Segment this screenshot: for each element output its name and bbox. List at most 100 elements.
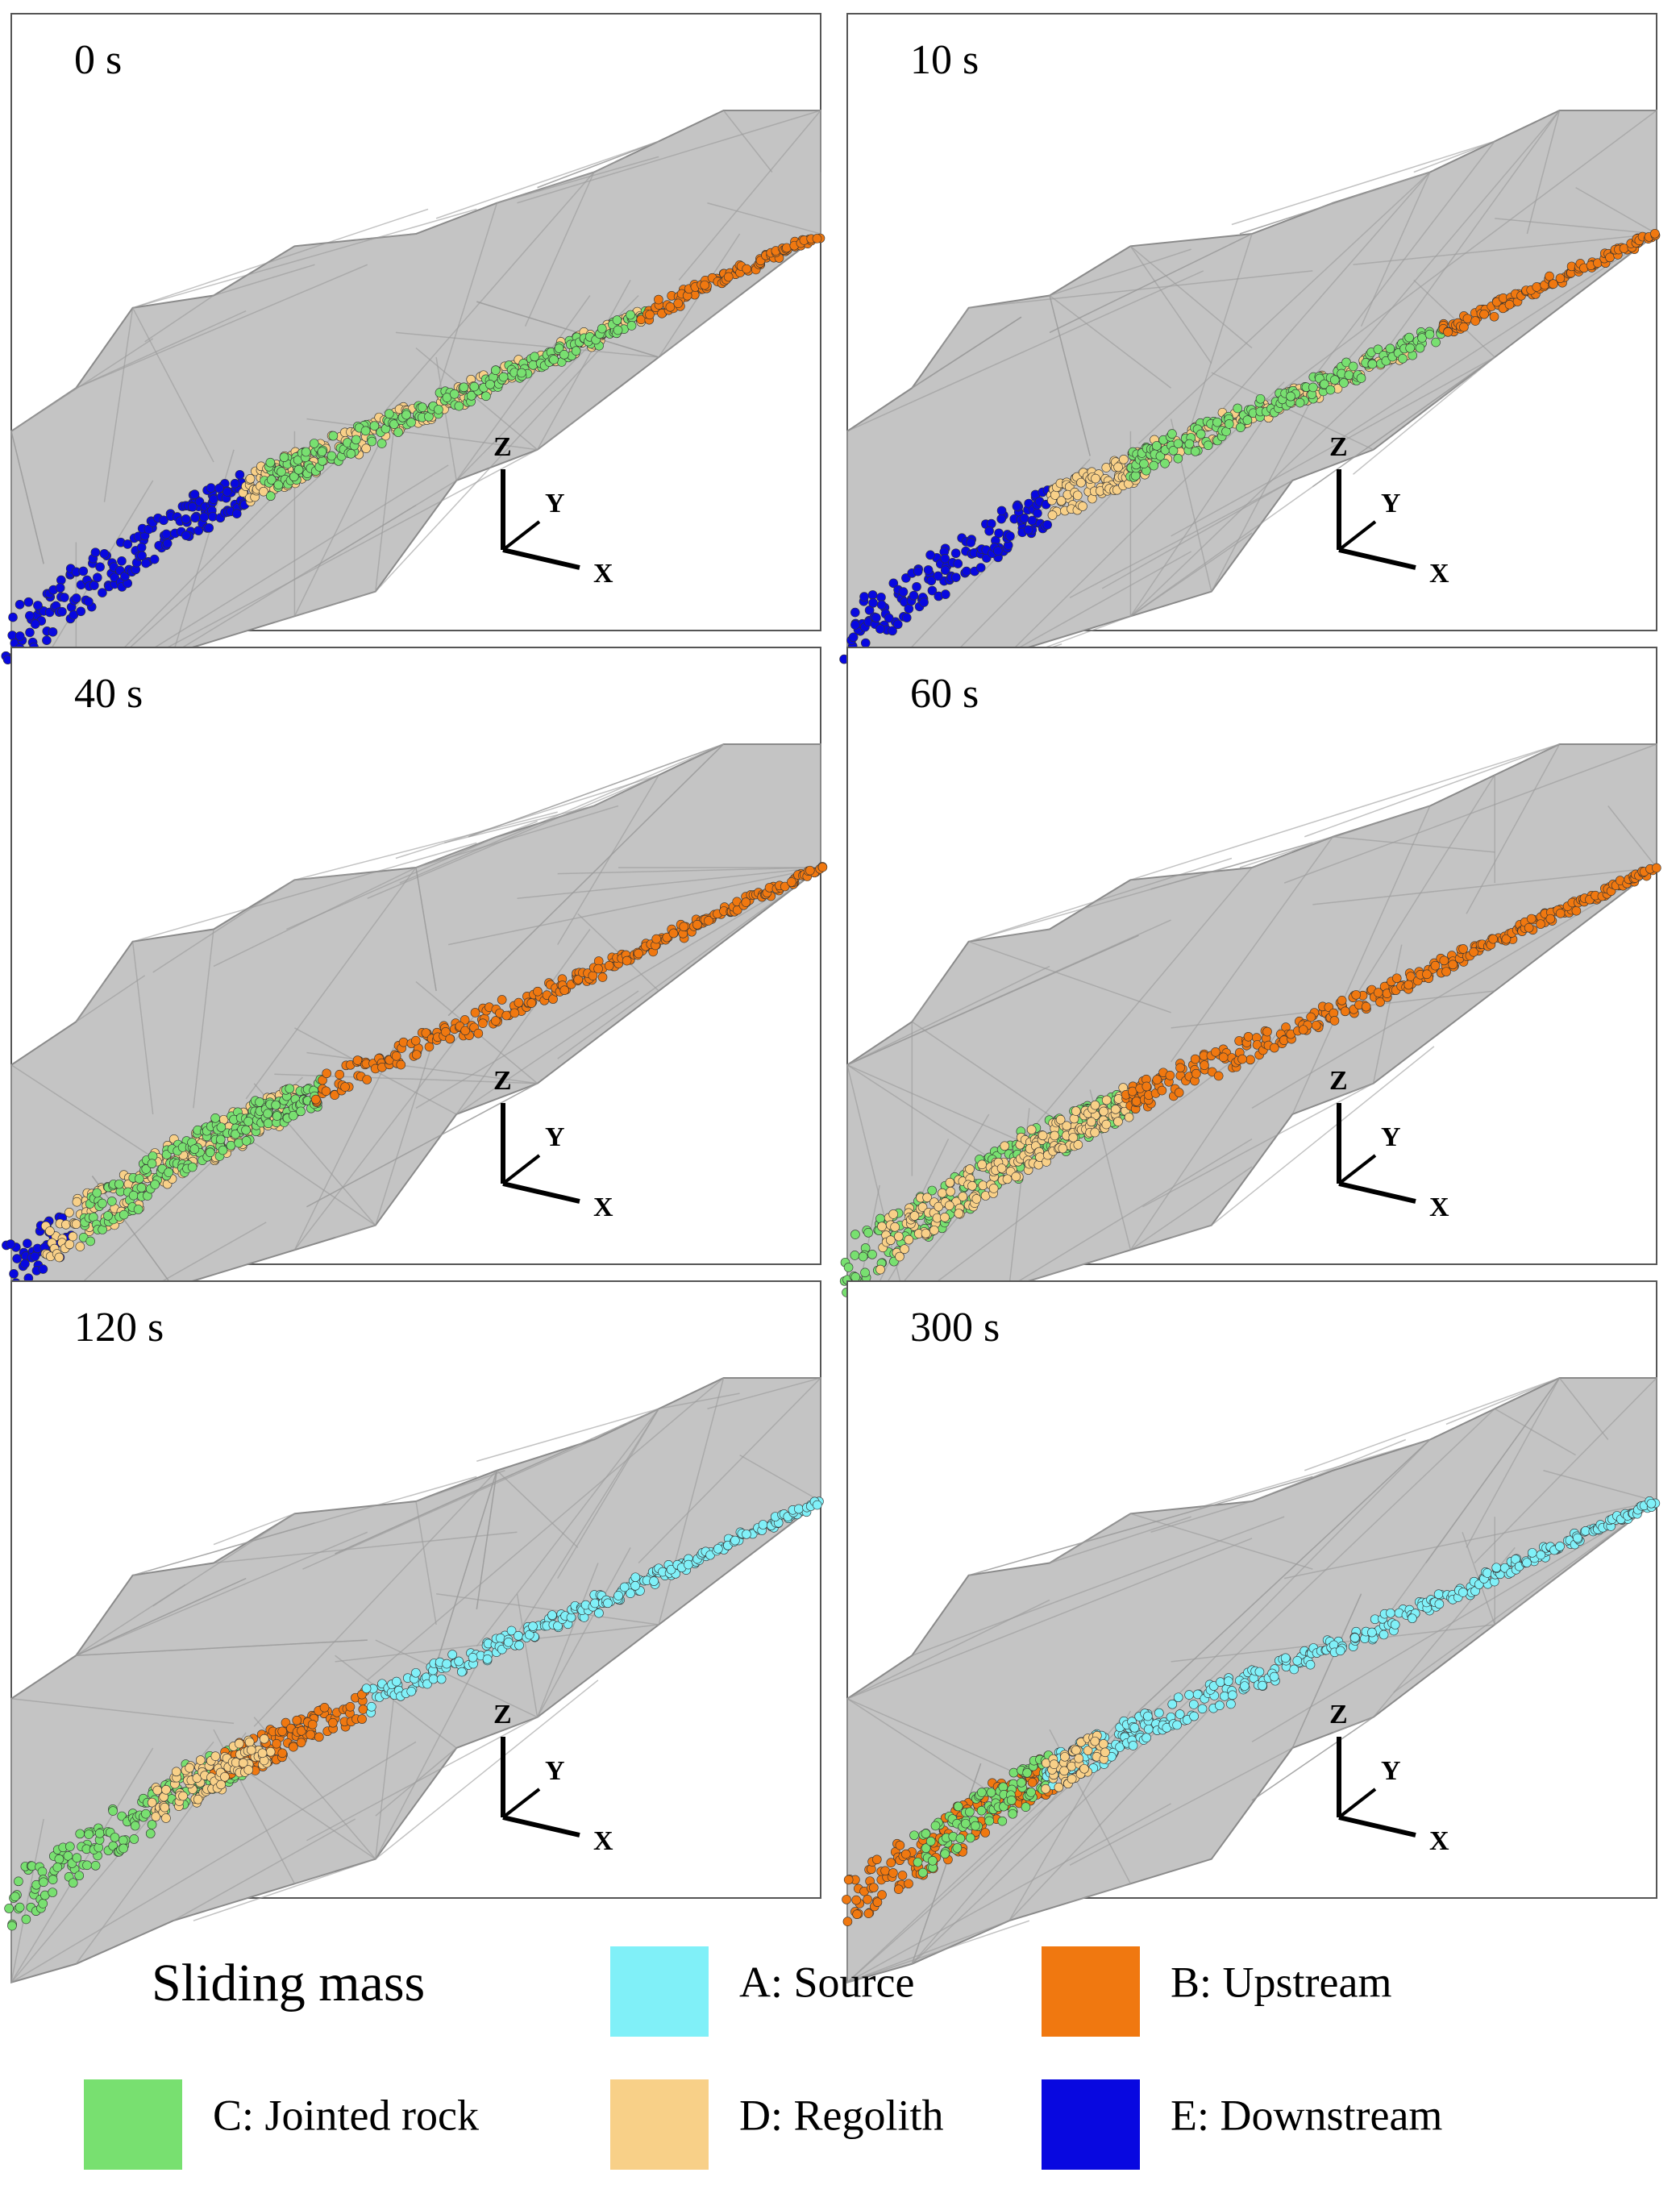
terrain-fold [476,301,659,358]
terrain-fold [846,270,1204,432]
particle [547,1610,557,1620]
particle [1367,359,1378,369]
particle [161,1813,171,1823]
particle [758,1520,768,1530]
particle [94,1828,105,1838]
particle [401,410,411,420]
particle [904,604,914,614]
particle [469,381,480,392]
particle [277,467,286,477]
particle [1348,361,1358,372]
particle [1090,1127,1100,1138]
particle [946,1186,955,1197]
particle [72,1853,82,1863]
particle [1175,1063,1185,1073]
legend-swatch [610,2079,709,2170]
particle [967,1181,977,1191]
particle [241,1125,251,1135]
particle [234,1138,243,1148]
particle [289,472,299,481]
particle [346,448,356,459]
particle [1078,502,1087,511]
particle [913,1857,923,1867]
particle [938,1188,947,1198]
particle [1339,378,1349,388]
particle [152,1785,163,1796]
particle [45,1226,55,1236]
particle [850,1251,860,1260]
particle [649,1576,659,1586]
particle [424,1042,435,1052]
particle [1154,1708,1164,1718]
particle [392,1676,401,1687]
particle [141,558,151,568]
particle [992,546,1003,556]
particle [1605,252,1615,263]
particle [528,1621,538,1631]
particle [118,1835,128,1846]
particle [930,1821,941,1831]
particle [84,597,94,606]
particle [1190,447,1200,456]
terrain-fold [707,202,821,235]
particle [975,563,986,572]
particle [1422,969,1432,980]
terrain-fold [1137,171,1431,444]
particle [459,382,469,393]
particle [950,548,961,559]
terrain-fold [383,172,595,414]
particle [1113,1117,1123,1126]
particle [901,613,912,622]
particle [10,1892,20,1902]
particle [398,1037,409,1047]
particle [208,511,218,522]
particle [842,1895,851,1904]
terrain-fold [375,350,599,593]
particle [1173,439,1183,449]
particle [271,1100,281,1110]
particle [357,1714,367,1724]
particle [1056,496,1067,506]
particle [665,302,676,312]
axis-label: X [1429,1192,1449,1222]
particle [1101,1119,1112,1130]
particle [496,1634,505,1643]
particle [470,1008,480,1018]
particle [393,427,403,437]
particle [961,1818,971,1829]
particle [1258,1680,1267,1691]
particle [1292,1656,1303,1666]
particle [137,551,147,560]
particle [1189,1711,1199,1721]
particle [1443,327,1453,337]
particle [812,1500,822,1510]
particle [188,502,198,512]
particle [713,1544,723,1554]
particle [954,1209,964,1218]
particle [214,483,224,493]
particle [501,1010,512,1021]
particle [1041,1784,1050,1794]
terrain-fold [1129,245,1253,349]
particle [457,1667,467,1677]
particle [612,315,622,325]
axis-label: X [593,559,613,589]
particle [362,1075,372,1084]
particle [654,294,663,305]
axis-label: Z [1329,432,1348,462]
particle [929,1226,939,1235]
particle [1308,382,1318,393]
terrain-fold [132,208,477,309]
particle [9,1269,19,1279]
particle [978,1180,988,1191]
particle [1215,1700,1225,1710]
particle [150,1180,160,1189]
particle [904,1879,913,1889]
particle [396,1059,406,1070]
particle [1068,1133,1079,1143]
particle [1155,451,1166,461]
particle [1482,1568,1492,1578]
particle [340,1082,350,1092]
axis-label: Z [493,1066,512,1096]
terrain-fold [1251,110,1657,414]
